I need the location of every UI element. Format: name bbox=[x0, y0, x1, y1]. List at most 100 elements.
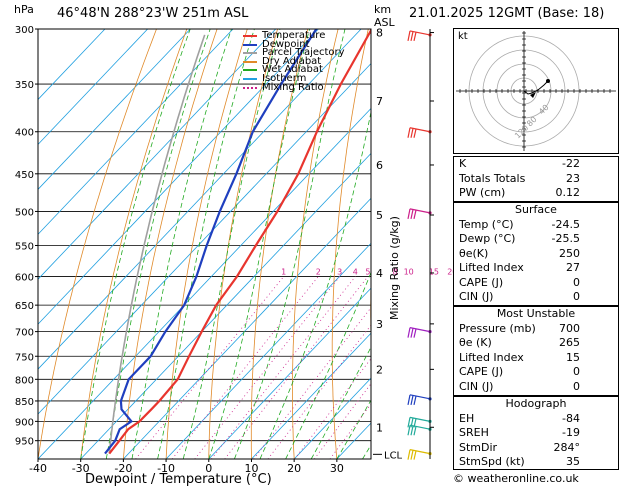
km-tick-label: 2 bbox=[376, 363, 383, 376]
most-unstable-row: Lifted Index 15 bbox=[454, 351, 618, 366]
hodograph-key: EH bbox=[459, 411, 475, 425]
x-tick-label: -10 bbox=[157, 462, 175, 475]
wet-adiabat-line bbox=[310, 346, 371, 459]
legend-swatch bbox=[243, 43, 257, 46]
hodograph-title: Hodograph bbox=[505, 397, 567, 410]
mixing-ratio-label: 1 bbox=[281, 268, 286, 277]
hodograph-row: StmDir 284° bbox=[454, 441, 618, 456]
mixing-ratio-line bbox=[211, 276, 356, 459]
parcel-trajectory bbox=[108, 34, 206, 454]
km-tick-label: 8 bbox=[376, 27, 383, 40]
index-row: Totals Totals 23 bbox=[454, 172, 618, 187]
index-row: K -22 bbox=[454, 157, 618, 172]
x-axis-label: Dewpoint / Temperature (°C) bbox=[85, 472, 272, 487]
wind-barb-flag bbox=[407, 30, 411, 42]
wind-barb-flag bbox=[413, 209, 417, 220]
pressure-tick-label: 800 bbox=[15, 375, 34, 386]
hodograph-key: SREH bbox=[459, 426, 489, 439]
legend-swatch bbox=[243, 86, 257, 89]
km-tick-label: 3 bbox=[376, 318, 383, 331]
dry-adiabat-line bbox=[80, 29, 188, 459]
wind-barb-flag bbox=[407, 127, 411, 138]
hodograph-row: SREH -19 bbox=[454, 426, 618, 441]
index-value: 0.12 bbox=[555, 186, 581, 199]
wet-adiabat-line bbox=[157, 29, 255, 459]
mixing-ratio-label: 8 bbox=[393, 268, 398, 277]
pressure-tick-label: 950 bbox=[15, 437, 34, 448]
wind-barb-flag bbox=[413, 426, 417, 436]
wind-barb-shaft bbox=[409, 449, 431, 455]
wind-barb-flag bbox=[407, 417, 411, 428]
pressure-tick-label: 600 bbox=[15, 273, 34, 284]
wind-barb-flag bbox=[410, 128, 414, 138]
isotherm-line bbox=[38, 29, 362, 370]
km-tick-label: 4 bbox=[376, 267, 383, 280]
surface-value: 0 bbox=[573, 275, 580, 289]
index-key: K bbox=[459, 157, 467, 170]
surface-key: θe(K) bbox=[459, 246, 489, 260]
isotherm-line bbox=[251, 332, 371, 459]
dry-adiabat-line bbox=[208, 29, 278, 459]
most-unstable-key: CIN (J) bbox=[459, 379, 494, 393]
pressure-tick-label: 550 bbox=[15, 241, 34, 252]
most-unstable-value: 265 bbox=[559, 336, 580, 349]
wet-adiabat-line bbox=[259, 110, 371, 459]
mixing-ratio-label: 20 bbox=[447, 268, 457, 277]
datetime-title: 21.01.2025 12GMT (Base: 18) bbox=[409, 6, 605, 21]
wet-adiabat-line bbox=[234, 29, 346, 459]
legend-item: Isotherm bbox=[243, 73, 363, 83]
lcl-label: LCL bbox=[384, 450, 403, 461]
legend-swatch bbox=[243, 77, 257, 80]
most-unstable-table: Most Unstable Pressure (mb) 700 θe (K) 265 L… bbox=[453, 306, 619, 396]
wind-barb-flag bbox=[407, 449, 411, 460]
hodo-ring-40: 40 bbox=[537, 103, 551, 117]
hodograph-key: StmDir bbox=[459, 440, 498, 454]
legend-swatch bbox=[243, 52, 257, 55]
pressure-tick-label: 350 bbox=[15, 80, 34, 91]
asl-label: ASL bbox=[374, 16, 395, 29]
wind-barb-shaft bbox=[409, 394, 431, 400]
legend-item: Dewpoint bbox=[243, 39, 363, 49]
wind-barb bbox=[407, 208, 432, 220]
x-tick-label: 0 bbox=[205, 462, 212, 475]
legend-label: Mixing Ratio bbox=[262, 81, 324, 93]
wet-adiabat-line bbox=[105, 29, 211, 459]
isotherm-line bbox=[38, 29, 234, 235]
pressure-tick-label: 900 bbox=[15, 417, 34, 428]
surface-key: CAPE (J) bbox=[459, 275, 504, 289]
most-unstable-title: Most Unstable bbox=[496, 307, 576, 320]
surface-key: Temp (°C) bbox=[459, 217, 514, 231]
mixing-ratio-line bbox=[253, 306, 371, 459]
wind-barb-flag bbox=[410, 425, 414, 436]
hodograph-plot: 40 80 120 bbox=[456, 31, 616, 151]
hodograph-value: -19 bbox=[562, 426, 580, 439]
legend-item: Parcel Trajectory bbox=[243, 48, 363, 58]
pressure-tick-label: 700 bbox=[15, 328, 34, 339]
legend-swatch bbox=[243, 69, 257, 72]
legend-label: Temperature bbox=[262, 30, 326, 41]
wet-adiabat-line bbox=[182, 29, 281, 459]
hodograph-value: -84 bbox=[562, 411, 580, 425]
isotherm-line bbox=[38, 107, 371, 459]
surface-key: CIN (J) bbox=[459, 290, 494, 303]
wind-barb-flag bbox=[413, 128, 417, 138]
isotherm-line bbox=[208, 287, 371, 459]
most-unstable-key: θe (K) bbox=[459, 336, 492, 349]
wet-adiabat-line bbox=[285, 271, 371, 459]
x-tick-label: -40 bbox=[29, 462, 47, 475]
wind-barb bbox=[407, 327, 432, 338]
surface-value: 250 bbox=[559, 246, 580, 260]
hodograph-row: EH -84 bbox=[454, 412, 618, 427]
km-tick-label: 5 bbox=[376, 209, 383, 222]
isotherm-line bbox=[38, 29, 191, 190]
most-unstable-value: 700 bbox=[559, 321, 580, 335]
wind-barb-shaft bbox=[409, 30, 431, 36]
most-unstable-row: CIN (J) 0 bbox=[454, 380, 618, 395]
wind-barb-shaft bbox=[409, 327, 431, 333]
surface-key: Lifted Index bbox=[459, 261, 524, 274]
surface-title: Surface bbox=[515, 203, 557, 216]
wind-barb-flag bbox=[410, 395, 414, 405]
credit-text: © weatheronline.co.uk bbox=[453, 472, 579, 485]
mixing-ratio-label: 2 bbox=[316, 268, 321, 277]
